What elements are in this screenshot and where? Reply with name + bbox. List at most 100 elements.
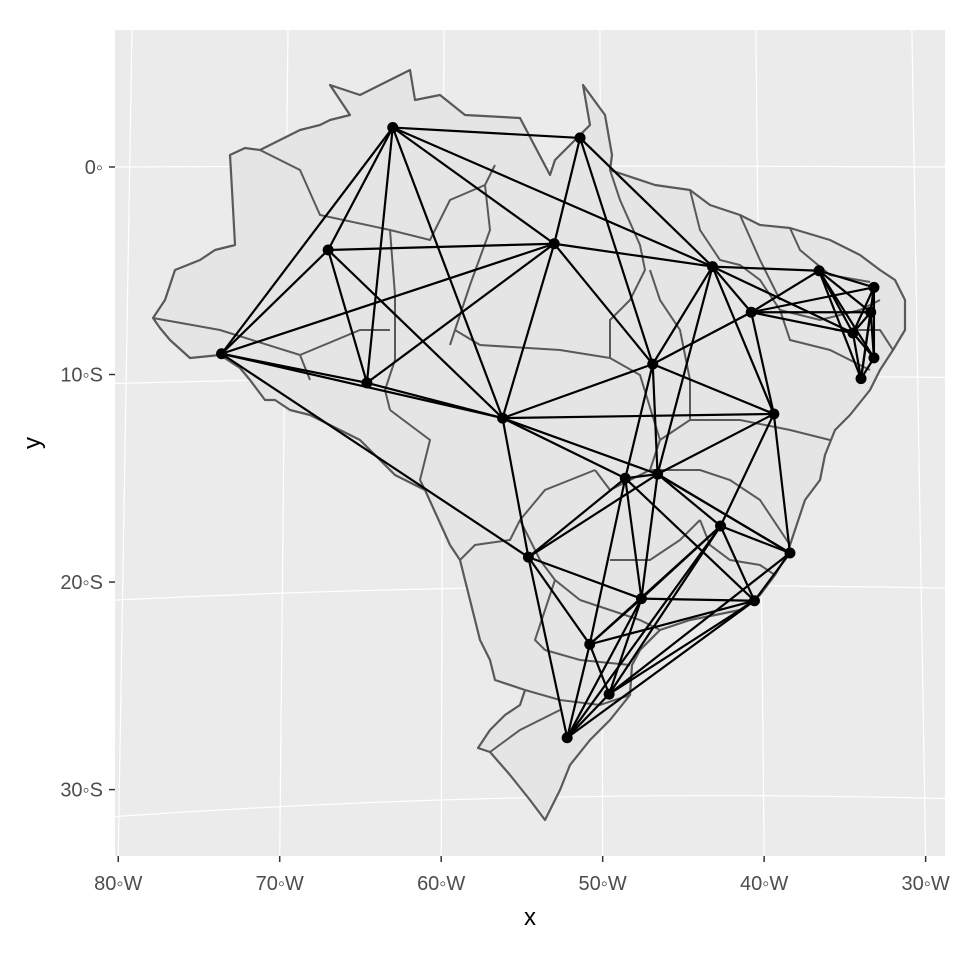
network-edge xyxy=(608,525,722,695)
network-edge xyxy=(221,352,503,420)
network-node xyxy=(603,688,615,700)
network-edge xyxy=(851,332,863,379)
network-node xyxy=(522,551,534,563)
network-edge xyxy=(221,242,555,355)
network-edge xyxy=(641,597,755,602)
network-edge xyxy=(608,552,791,695)
network-edge xyxy=(751,311,854,335)
network-node xyxy=(322,244,334,256)
network-edge xyxy=(750,312,775,415)
network-edge xyxy=(750,269,820,314)
network-node xyxy=(361,377,373,389)
network-edge xyxy=(851,286,875,334)
network-edge xyxy=(527,556,591,645)
network-node xyxy=(784,547,796,559)
x-tick-label: 80◦W xyxy=(94,873,142,895)
network-edge xyxy=(502,363,654,420)
network-edge xyxy=(651,364,659,475)
network-edge xyxy=(712,265,820,272)
network-edge xyxy=(327,127,394,251)
network-edge xyxy=(869,312,876,358)
y-tick-label: 0◦ xyxy=(85,157,103,179)
network-edge xyxy=(528,556,642,600)
network-edge xyxy=(711,265,753,313)
y-tick-label: 30◦S xyxy=(60,780,103,802)
network-edge xyxy=(719,525,756,602)
network-edge xyxy=(651,266,714,365)
graticule-meridian xyxy=(117,29,133,857)
y-axis-title: y xyxy=(19,437,46,449)
network-edge xyxy=(392,126,581,140)
network-node xyxy=(216,348,228,360)
network-edge xyxy=(527,477,626,558)
network-node xyxy=(847,327,859,339)
network-edge xyxy=(656,473,722,527)
network-node xyxy=(813,265,825,277)
network-node xyxy=(748,595,760,607)
network-edge xyxy=(501,417,530,558)
network-edge xyxy=(753,552,791,602)
x-tick-label: 70◦W xyxy=(256,873,304,895)
network-node xyxy=(619,472,631,484)
network-edge xyxy=(818,269,875,289)
x-tick-label: 50◦W xyxy=(579,873,627,895)
network-edge xyxy=(220,126,394,355)
network-edge xyxy=(501,243,556,419)
network-edge xyxy=(553,243,654,365)
network-node xyxy=(497,412,509,424)
network-edge xyxy=(608,599,756,696)
x-tick-label: 60◦W xyxy=(417,873,465,895)
network-node xyxy=(706,261,718,273)
network-node xyxy=(635,593,647,605)
network-node xyxy=(868,352,880,364)
network-edge xyxy=(553,137,582,245)
network-edge xyxy=(554,242,713,268)
network-edge xyxy=(392,126,555,245)
network-edge xyxy=(588,478,627,645)
network-edge xyxy=(624,478,643,599)
network-edge xyxy=(366,242,555,384)
network-node xyxy=(584,638,596,650)
network-edge xyxy=(579,137,714,268)
network-node xyxy=(574,132,586,144)
network-node xyxy=(548,238,560,250)
x-tick-label: 40◦W xyxy=(740,873,788,895)
y-tick-label: 20◦S xyxy=(60,572,103,594)
network-edge xyxy=(566,599,756,739)
network-edge xyxy=(720,524,791,555)
network-edge xyxy=(624,363,654,479)
network-edge xyxy=(328,242,555,252)
network-edge xyxy=(656,266,714,475)
network-edge xyxy=(502,412,774,420)
network-node xyxy=(868,281,880,293)
network-edge xyxy=(588,643,611,695)
network-edge xyxy=(527,473,659,559)
network-edge xyxy=(589,599,755,646)
axes: 80◦W 70◦W 60◦W 50◦W 40◦W 30◦W 0◦ 10◦S 20◦S 30◦S xyxy=(60,157,950,895)
network-node xyxy=(561,732,573,744)
network-edge xyxy=(624,477,756,602)
network-edge xyxy=(818,269,872,314)
network-edge xyxy=(327,249,368,384)
network-edge xyxy=(566,693,610,739)
network-edge xyxy=(392,126,713,268)
network-edge xyxy=(818,270,875,359)
network-edges xyxy=(220,126,876,739)
network-edge xyxy=(502,417,658,476)
network-edge xyxy=(365,127,394,383)
network-edge xyxy=(566,598,643,739)
network-edge xyxy=(366,381,503,420)
network-edge xyxy=(502,417,626,480)
network-edge xyxy=(751,286,875,314)
network-edge xyxy=(589,597,643,646)
network-edge xyxy=(712,265,854,334)
network-node xyxy=(745,306,757,318)
network-edge xyxy=(859,312,872,379)
network-edge xyxy=(391,127,504,419)
network-edge xyxy=(579,137,654,365)
x-axis-title: x xyxy=(524,904,536,931)
network-node xyxy=(865,306,877,318)
network-node xyxy=(647,358,659,370)
